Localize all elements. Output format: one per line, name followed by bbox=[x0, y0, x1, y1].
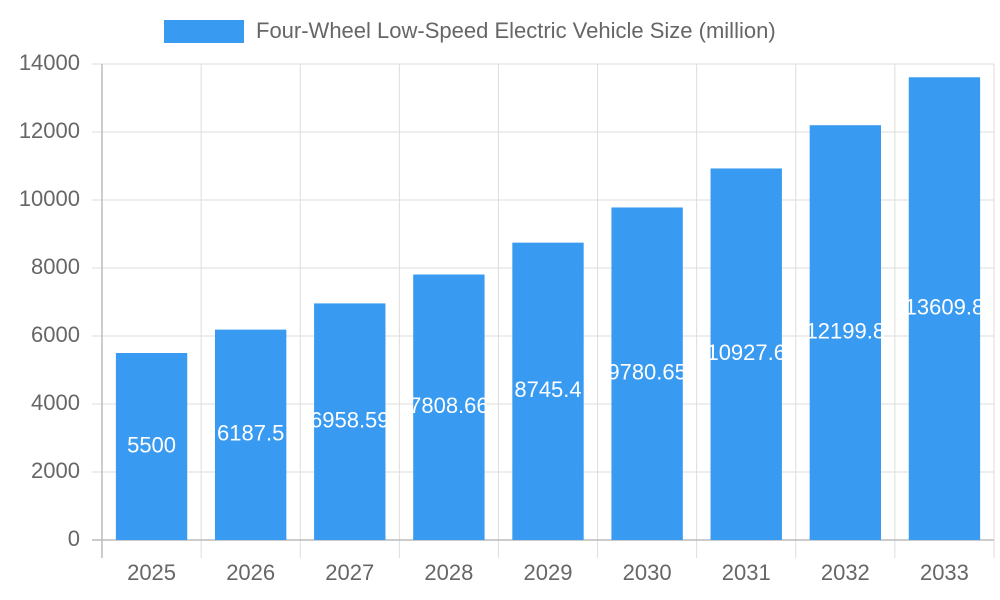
y-tick-label: 0 bbox=[68, 526, 80, 551]
y-tick-label: 4000 bbox=[31, 390, 80, 415]
bar bbox=[214, 329, 287, 540]
data-label: 5500 bbox=[127, 432, 176, 457]
data-label: 9780.65 bbox=[607, 360, 687, 385]
x-tick-label: 2031 bbox=[722, 560, 771, 585]
x-tick-label: 2027 bbox=[325, 560, 374, 585]
x-tick-label: 2026 bbox=[226, 560, 275, 585]
x-tick-label: 2033 bbox=[920, 560, 969, 585]
data-label: 8745.4 bbox=[514, 377, 581, 402]
y-tick-label: 12000 bbox=[19, 118, 80, 143]
bar bbox=[314, 303, 386, 540]
data-label: 13609.8 bbox=[905, 294, 985, 319]
x-tick-label: 2029 bbox=[524, 560, 573, 585]
bar bbox=[710, 168, 782, 540]
y-tick-label: 6000 bbox=[31, 322, 80, 347]
bar bbox=[809, 125, 882, 541]
legend-swatch bbox=[164, 20, 244, 43]
y-tick-label: 8000 bbox=[31, 254, 80, 279]
data-label: 7808.66 bbox=[409, 393, 489, 418]
legend-label: Four-Wheel Low-Speed Electric Vehicle Si… bbox=[256, 18, 776, 43]
x-tick-label: 2030 bbox=[623, 560, 672, 585]
x-tick-label: 2032 bbox=[821, 560, 870, 585]
data-label: 12199.8 bbox=[806, 318, 886, 343]
bar bbox=[115, 353, 188, 540]
x-tick-label: 2028 bbox=[424, 560, 473, 585]
y-tick-label: 2000 bbox=[31, 458, 80, 483]
y-tick-label: 10000 bbox=[19, 186, 80, 211]
x-tick-label: 2025 bbox=[127, 560, 176, 585]
data-label: 6958.59 bbox=[310, 408, 390, 433]
y-tick-label: 14000 bbox=[19, 50, 80, 75]
bar bbox=[512, 242, 584, 540]
bar bbox=[413, 274, 485, 540]
data-label: 10927.6 bbox=[706, 340, 786, 365]
data-label: 6187.5 bbox=[217, 421, 284, 446]
bar bbox=[908, 77, 981, 541]
bar bbox=[611, 207, 683, 541]
